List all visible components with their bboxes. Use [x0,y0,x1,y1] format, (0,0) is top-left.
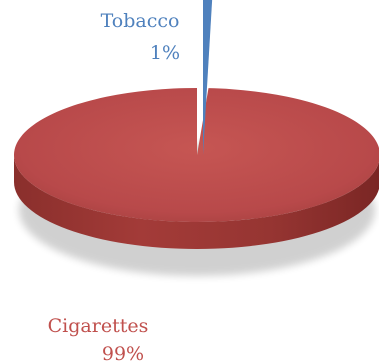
pie-slice-side-cigarettes [14,155,379,249]
slice-value-tobacco: 1% [150,42,180,64]
slice-value-cigarettes: 99% [102,343,144,363]
slice-label-tobacco: Tobacco [101,10,180,32]
pie-slice-tobacco [203,0,213,155]
pie-slice-cigarettes [14,88,379,222]
slice-label-cigarettes: Cigarettes [48,315,149,337]
